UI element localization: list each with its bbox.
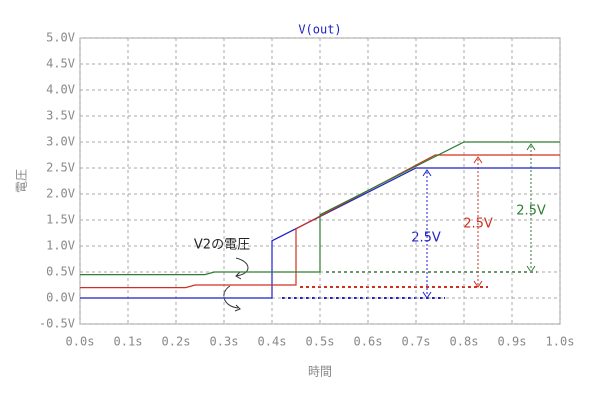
y-tick-label: 4.5V [46,57,75,71]
x-tick-label: 0.4s [258,335,287,349]
y-tick-label: 2.5V [46,161,75,175]
y-axis-label: 電圧 [15,169,29,193]
y-tick-label: 1.0V [46,239,75,253]
y-tick-label: 2.0V [46,187,75,201]
annotation: V2の電圧 [194,238,250,253]
measurement-arrows [426,146,532,296]
x-tick-label: 0.5s [306,335,335,349]
x-tick-label: 0.1s [114,335,143,349]
series-line [80,167,560,299]
series-line [80,141,560,276]
annotation: 2.5V [463,217,493,232]
y-tick-label: 1.5V [46,213,75,227]
series-line [80,154,560,289]
x-tick-label: 0.8s [450,335,479,349]
y-tick-label: 4.0V [46,83,75,97]
x-tick-label: 0.7s [402,335,431,349]
y-tick-label: 3.0V [46,135,75,149]
x-tick-label: 0.2s [162,335,191,349]
annotation: 2.5V [411,231,441,246]
x-axis-label: 時間 [308,365,332,379]
x-tick-label: 1.0s [546,335,575,349]
x-tick-label: 0.9s [498,335,527,349]
y-tick-label: 5.0V [46,31,75,45]
y-tick-label: 0.5V [46,265,75,279]
chart-title: V(out) [298,23,341,37]
y-tick-label: 3.5V [46,109,75,123]
annotation: 2.5V [516,204,546,219]
y-tick-label: -0.5V [39,317,75,331]
y-tick-label: 0.0V [46,291,75,305]
x-tick-label: 0.6s [354,335,383,349]
x-tick-label: 0.0s [66,335,95,349]
x-tick-label: 0.3s [210,335,239,349]
